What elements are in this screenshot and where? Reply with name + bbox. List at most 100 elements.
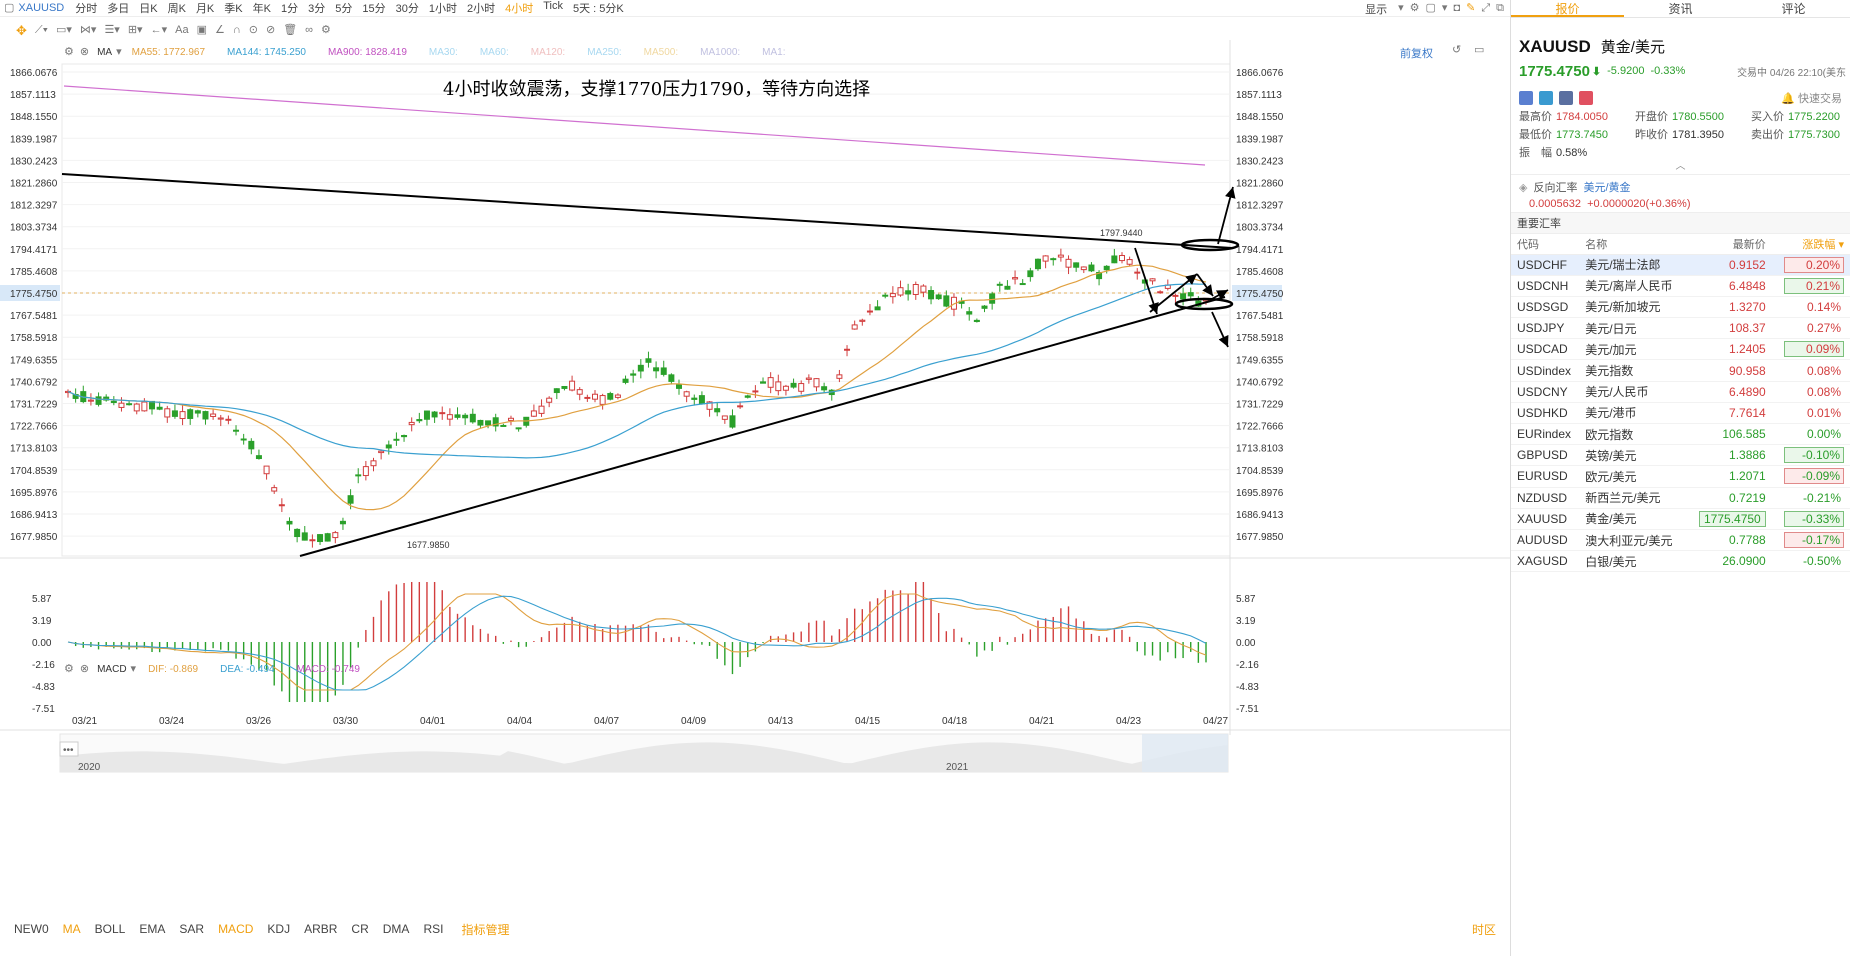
indicator-tab[interactable]: CR xyxy=(351,922,369,936)
indicator-tab[interactable]: EMA xyxy=(139,922,166,936)
indicator-tab[interactable]: MA xyxy=(62,922,81,936)
chevron-down-icon[interactable]: ▾ xyxy=(116,45,122,58)
period-tab[interactable]: 季K xyxy=(224,3,243,15)
indicator-tab[interactable]: DMA xyxy=(382,922,410,936)
pen-icon[interactable]: ✎ xyxy=(1466,2,1476,14)
panel-tab[interactable]: 报价 xyxy=(1511,0,1624,17)
indicator-tab[interactable]: KDJ xyxy=(267,922,291,936)
chevron-up-icon[interactable]: ︿ xyxy=(1675,161,1686,172)
rate-row[interactable]: AUDUSD 澳大利亚元/美元 0.7788 -0.17% xyxy=(1511,529,1850,552)
timezone-button[interactable]: 时区 xyxy=(1471,922,1496,937)
globe-icon[interactable] xyxy=(1519,91,1533,105)
rate-row[interactable]: USDindex 美元指数 90.958 0.08% xyxy=(1511,359,1850,382)
period-tab[interactable]: 3分 xyxy=(308,3,326,15)
panel-divider[interactable] xyxy=(1510,0,1511,956)
col-name[interactable]: 名称 xyxy=(1581,234,1686,255)
panel-tab[interactable]: 评论 xyxy=(1781,2,1806,16)
period-tab[interactable]: 月K xyxy=(195,3,215,15)
text-tool-icon[interactable]: Aa xyxy=(175,23,189,36)
period-tab[interactable]: Tick xyxy=(543,0,563,12)
rate-row[interactable]: NZDUSD 新西兰元/美元 0.7219 -0.21% xyxy=(1511,487,1850,509)
reverse-pair[interactable]: 美元/黄金 xyxy=(1583,182,1631,194)
period-tab[interactable]: 30分 xyxy=(395,3,419,15)
rate-row[interactable]: USDCNH 美元/离岸人民币 6.4848 0.21% xyxy=(1511,275,1850,297)
measure-tool-icon[interactable]: ∠ xyxy=(214,23,225,36)
crosshair-icon[interactable]: ✥ xyxy=(16,22,27,38)
col-code[interactable]: 代码 xyxy=(1511,234,1582,255)
note-icon[interactable] xyxy=(1559,91,1573,105)
rate-row[interactable]: USDCAD 美元/加元 1.2405 0.09% xyxy=(1511,338,1850,361)
ma-item[interactable]: MA60: xyxy=(479,46,509,58)
rate-row[interactable]: USDSGD 美元/新加坡元 1.3270 0.14% xyxy=(1511,296,1850,319)
chevron-down-icon[interactable]: ▾ xyxy=(1441,2,1448,14)
indicator-tab[interactable]: BOLL xyxy=(94,922,126,936)
settings-icon[interactable]: ⚙ xyxy=(64,662,74,675)
comment-tool-icon[interactable]: ▣ xyxy=(196,23,207,36)
period-tab[interactable]: 1分 xyxy=(280,3,299,15)
indicator-tab[interactable]: MACD xyxy=(218,922,254,936)
link-icon[interactable]: ∞ xyxy=(305,23,314,36)
close-icon[interactable]: ⊗ xyxy=(79,45,90,58)
indicator-tab[interactable]: NEW0 xyxy=(14,922,49,936)
display-menu[interactable]: 显示 xyxy=(1365,3,1388,16)
period-tab[interactable]: 多日 xyxy=(107,3,130,15)
tag-icon[interactable] xyxy=(1539,91,1553,105)
settings-icon[interactable]: ⚙ xyxy=(1409,2,1420,14)
rate-row[interactable]: XAUUSD 黄金/美元 1775.4750 -0.33% xyxy=(1511,508,1850,530)
macd-item[interactable]: DEA: -0.494 xyxy=(220,663,275,675)
chevron-down-icon[interactable]: ▾ xyxy=(1398,2,1404,14)
chevron-down-icon[interactable]: ▾ xyxy=(130,662,137,675)
rate-row[interactable]: USDJPY 美元/日元 108.37 0.27% xyxy=(1511,317,1850,340)
settings-icon[interactable]: ⚙ xyxy=(321,23,331,36)
ma-item[interactable]: MA55: 1772.967 xyxy=(131,46,206,58)
ma-item[interactable]: MA500: xyxy=(643,46,679,58)
layout-icon[interactable]: ▢ xyxy=(1425,2,1436,14)
rate-row[interactable]: XAGUSD 白银/美元 26.0900 -0.50% xyxy=(1511,550,1850,573)
indicator-tab[interactable]: ARBR xyxy=(304,922,338,936)
rate-row[interactable]: GBPUSD 英镑/美元 1.3886 -0.10% xyxy=(1511,444,1850,467)
lock-icon[interactable]: ⊙ xyxy=(248,23,258,36)
ma-item[interactable]: MA120: xyxy=(530,46,566,58)
indicator-manage-button[interactable]: 指标管理 xyxy=(461,922,510,937)
camera-icon[interactable]: ◘ xyxy=(1453,2,1461,14)
symbol-selector[interactable]: XAUUSD xyxy=(18,2,65,14)
period-tab[interactable]: 2小时 xyxy=(466,3,496,15)
hide-icon[interactable]: ⊘ xyxy=(265,23,276,36)
period-tab[interactable]: 4小时 xyxy=(505,3,534,15)
delete-icon[interactable]: 🗑 xyxy=(283,23,298,36)
pattern-tool-icon[interactable]: ⋈▾ xyxy=(79,23,97,36)
settings-icon[interactable]: ⚙ xyxy=(64,45,74,58)
restore-rights-button[interactable]: 前复权 xyxy=(1400,48,1433,60)
ma-item[interactable]: MA30: xyxy=(428,46,458,58)
gann-tool-icon[interactable]: ⊞▾ xyxy=(127,23,143,36)
indicator-tab[interactable]: RSI xyxy=(423,922,444,936)
magnet-icon[interactable]: ∩ xyxy=(232,23,241,36)
rate-row[interactable]: USDCHF 美元/瑞士法郎 0.9152 0.20% xyxy=(1511,254,1850,276)
macd-item[interactable]: DIF: -0.869 xyxy=(148,663,199,675)
rate-row[interactable]: USDHKD 美元/港币 7.7614 0.01% xyxy=(1511,402,1850,425)
period-tab[interactable]: 日K xyxy=(139,3,158,15)
col-last[interactable]: 最新价 xyxy=(1685,234,1770,255)
rate-row[interactable]: EURUSD 欧元/美元 1.2071 -0.09% xyxy=(1511,465,1850,488)
rate-row[interactable]: USDCNY 美元/人民币 6.4890 0.08% xyxy=(1511,381,1850,403)
panel-tab[interactable]: 资讯 xyxy=(1668,2,1693,16)
heart-icon[interactable] xyxy=(1579,91,1593,105)
collapse-icon[interactable]: ▭ xyxy=(1474,44,1485,56)
macd-item[interactable]: MACD: -0.749 xyxy=(296,663,360,675)
period-tab[interactable]: 分时 xyxy=(75,3,98,15)
window-icon[interactable]: ▢ xyxy=(4,1,15,14)
period-tab[interactable]: 5天 : 5分K xyxy=(572,3,624,15)
indicator-tab[interactable]: SAR xyxy=(179,922,205,936)
line-tool-icon[interactable]: ⟋▾ xyxy=(34,23,48,36)
fullscreen-icon[interactable]: ⤢ xyxy=(1481,2,1491,14)
period-tab[interactable]: 15分 xyxy=(362,3,386,15)
period-tab[interactable]: 周K xyxy=(167,3,186,15)
ma-item[interactable]: MA144: 1745.250 xyxy=(227,46,306,58)
ma-item[interactable]: MA1: xyxy=(762,46,786,58)
ma-item[interactable]: MA1000: xyxy=(700,46,741,58)
undo-icon[interactable]: ↺ xyxy=(1452,44,1462,56)
period-tab[interactable]: 年K xyxy=(252,3,271,15)
rectangle-tool-icon[interactable]: ▭▾ xyxy=(55,23,72,36)
quick-trade-button[interactable]: 🔔 快速交易 xyxy=(1781,90,1842,106)
close-icon[interactable]: ⊗ xyxy=(79,662,90,675)
